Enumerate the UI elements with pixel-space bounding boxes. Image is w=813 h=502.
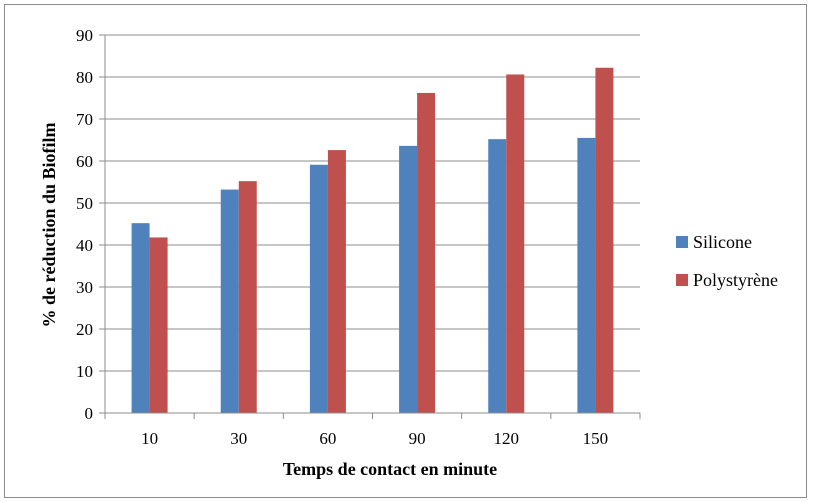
x-tick-label: 150	[583, 429, 609, 448]
legend-label: Silicone	[693, 232, 752, 252]
bar-silicone-10	[131, 223, 150, 413]
y-tick-label: 10	[76, 362, 93, 381]
y-axis-ticks: 0 10 20 30 40 50 60 70 80 90	[76, 26, 106, 423]
legend: Silicone Polystyrène	[676, 232, 778, 290]
y-tick-label: 0	[85, 404, 94, 423]
y-tick-label: 30	[76, 278, 93, 297]
legend-swatch	[676, 236, 688, 248]
x-tick-label: 10	[141, 429, 158, 448]
bar-silicone-60	[309, 164, 328, 413]
x-tick-label: 60	[319, 429, 336, 448]
bar-silicone-120	[488, 139, 507, 413]
x-tick-label: 30	[230, 429, 247, 448]
bar-silicone-150	[577, 137, 596, 413]
legend-swatch	[676, 274, 688, 286]
bar-silicone-90	[399, 145, 418, 413]
y-tick-label: 80	[76, 68, 93, 87]
bars	[131, 67, 614, 414]
x-axis-title: Temps de contact en minute	[283, 459, 497, 479]
bar-polystyr-ne-10	[149, 237, 168, 413]
bar-polystyr-ne-90	[417, 92, 436, 414]
bar-silicone-30	[220, 189, 239, 413]
y-tick-label: 40	[76, 236, 93, 255]
bar-polystyr-ne-120	[506, 74, 525, 413]
y-tick-label: 20	[76, 320, 93, 339]
x-tick-label: 120	[494, 429, 520, 448]
bar-polystyr-ne-60	[327, 150, 346, 413]
y-tick-label: 50	[76, 194, 93, 213]
x-axis-ticks: 10 30 60 90 120 150	[104, 413, 641, 448]
y-axis-title: % de réduction du Biofilm	[39, 122, 59, 327]
gridlines	[105, 34, 640, 372]
y-tick-label: 60	[76, 152, 93, 171]
bar-polystyr-ne-150	[595, 67, 614, 413]
bar-polystyr-ne-30	[238, 181, 257, 413]
x-tick-label: 90	[409, 429, 426, 448]
y-tick-label: 90	[76, 26, 93, 45]
legend-label: Polystyrène	[693, 270, 778, 290]
y-tick-label: 70	[76, 110, 93, 129]
